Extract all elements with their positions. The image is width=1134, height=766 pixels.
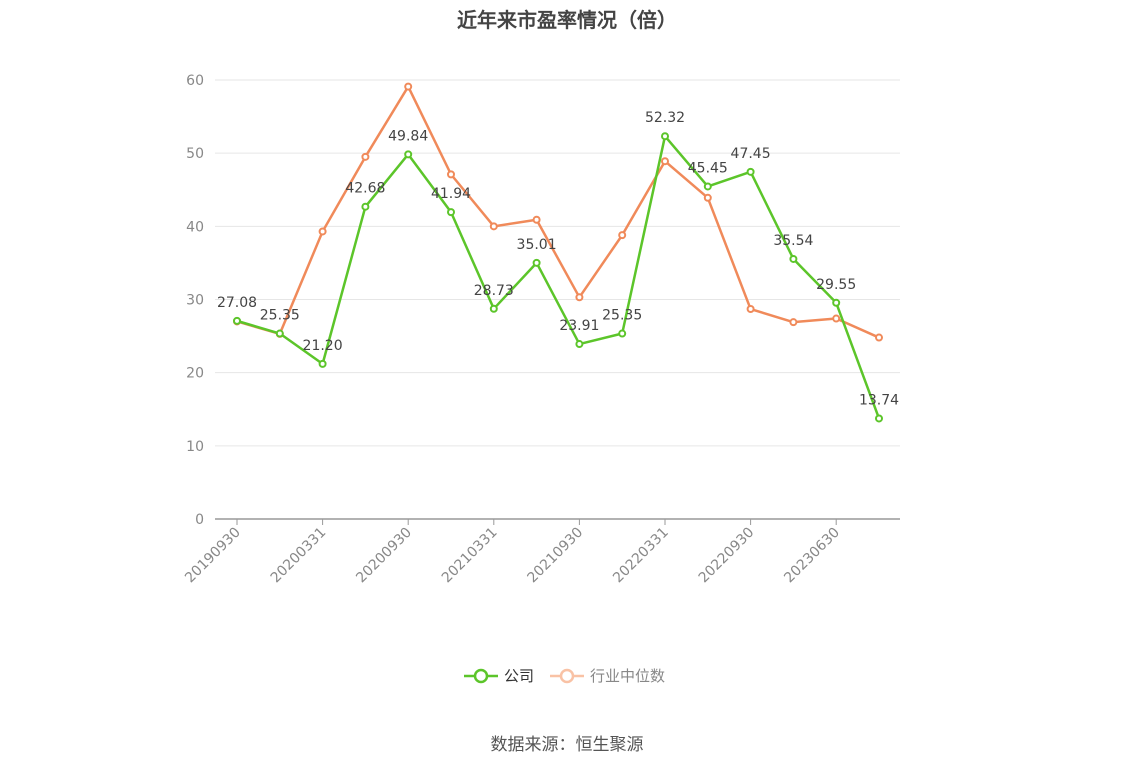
data-label: 45.45	[688, 160, 728, 176]
company-point	[789, 254, 798, 263]
industry-line	[236, 85, 880, 339]
industry-point	[789, 318, 798, 327]
data-label: 42.68	[345, 181, 385, 197]
data-label: 35.01	[517, 237, 557, 253]
industry-point	[489, 222, 498, 231]
industry-point	[361, 152, 370, 161]
industry-point	[575, 293, 584, 302]
y-tick-label: 20	[186, 366, 204, 382]
y-tick-label: 40	[186, 219, 204, 235]
data-label: 27.08	[217, 295, 257, 311]
company-point	[875, 414, 883, 423]
company-point	[618, 329, 627, 338]
x-tick-label: 20230630	[781, 525, 843, 587]
company-point	[275, 329, 284, 338]
data-source: 数据来源：恒生聚源	[490, 735, 644, 755]
x-tick-label: 20200331	[268, 525, 330, 587]
company-point	[489, 304, 498, 313]
industry-point	[447, 170, 455, 179]
industry-point	[532, 215, 541, 224]
industry-point	[318, 227, 327, 236]
x-tick-label: 20210331	[439, 525, 501, 587]
data-label: 23.91	[559, 318, 599, 334]
x-tick-label: 20210930	[525, 525, 587, 587]
chart-title: 近年来市盈率情况（倍）	[457, 8, 677, 32]
x-tick-label: 20190930	[182, 525, 244, 587]
x-tick-label: 20220331	[610, 525, 672, 587]
legend-industry-marker	[559, 668, 575, 684]
industry-point	[618, 231, 627, 240]
data-label: 47.45	[731, 146, 771, 162]
industry-point	[875, 333, 883, 342]
industry-point	[703, 193, 712, 202]
industry-point	[661, 157, 669, 166]
data-label: 21.20	[303, 338, 343, 354]
company-point	[703, 182, 712, 191]
industry-point	[404, 82, 413, 91]
company-point	[404, 150, 413, 159]
x-tick-label: 20220930	[696, 525, 758, 587]
y-tick-label: 0	[195, 512, 204, 528]
data-label: 13.74	[859, 392, 899, 408]
legend-industry-label: 行业中位数	[590, 667, 665, 685]
data-label: 52.32	[645, 110, 685, 126]
legend-company-marker	[473, 668, 489, 684]
data-label: 25.35	[260, 308, 300, 324]
company-point	[532, 258, 541, 267]
y-tick-label: 10	[186, 439, 204, 455]
company-point	[318, 359, 327, 368]
company-point	[447, 208, 455, 217]
company-point	[661, 132, 669, 141]
data-label: 35.54	[773, 233, 813, 249]
data-label: 25.35	[602, 308, 642, 324]
company-point	[746, 167, 755, 176]
y-tick-label: 30	[186, 293, 204, 309]
company-line	[236, 134, 881, 419]
industry-point	[832, 314, 841, 323]
company-point	[832, 298, 841, 307]
data-label: 41.94	[431, 186, 471, 202]
company-point	[575, 340, 584, 349]
y-tick-label: 50	[186, 146, 204, 162]
x-tick-label: 20200930	[353, 525, 415, 587]
company-point	[233, 316, 241, 325]
data-label: 29.55	[816, 277, 856, 293]
industry-point	[746, 305, 755, 314]
y-tick-label: 60	[186, 73, 204, 89]
company-point	[361, 202, 370, 211]
legend-company-label: 公司	[504, 667, 534, 685]
data-label: 49.84	[388, 128, 428, 144]
data-label: 28.73	[474, 283, 514, 299]
